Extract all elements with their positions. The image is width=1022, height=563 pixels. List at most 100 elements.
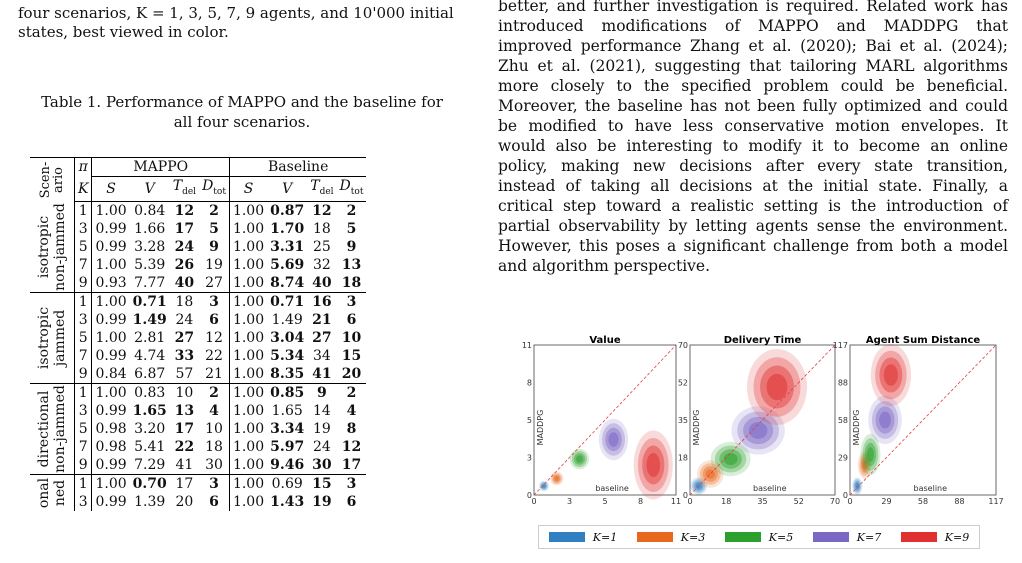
table-row: 9 0.99 7.29 41 30 1.00 9.46 30 17	[30, 455, 366, 475]
mappo-value: 0.99	[95, 402, 127, 419]
density-blob	[855, 483, 860, 489]
panel-frame	[849, 344, 997, 496]
mappo-value: 18	[205, 438, 223, 455]
x-tick-label: 88	[954, 497, 964, 506]
mappo-value: 0.83	[129, 382, 170, 402]
mappo-value: 17	[174, 220, 195, 237]
k-cell: 5	[74, 237, 93, 256]
mappo-value: 40	[174, 274, 195, 291]
baseline-value: 1.00	[228, 219, 268, 238]
x-tick-label: 0	[687, 497, 692, 506]
baseline-value: 32	[312, 256, 331, 273]
y-tick-label: 35	[678, 416, 688, 425]
y-tick-label: 3	[527, 454, 532, 463]
mappo-value: 27	[205, 274, 223, 291]
baseline-value: 1.00	[228, 473, 268, 493]
baseline-value: 1.00	[228, 201, 268, 220]
x-tick-label: 8	[638, 497, 643, 506]
mappo-value: 0.99	[95, 220, 127, 237]
density-blob	[554, 476, 559, 481]
baseline-value: 0.85	[267, 382, 308, 402]
scenario-header-label: Scen-ario	[38, 161, 66, 198]
mappo-value: 0.99	[95, 311, 127, 328]
y-tick-label: 70	[678, 341, 688, 350]
y-tick-label: 117	[833, 341, 848, 350]
scenario-label: isotropic jammed	[36, 306, 68, 369]
baseline-value: 1.70	[270, 220, 305, 237]
table-caption: Table 1. Performance of MAPPO and the ba…	[41, 93, 443, 131]
baseline-value: 24	[312, 438, 331, 455]
baseline-value: 12	[312, 202, 332, 219]
mappo-value: 24	[175, 311, 194, 328]
baseline-group-header: Baseline	[228, 157, 367, 177]
density-blob	[723, 453, 738, 465]
baseline-value: 1.43	[270, 493, 305, 510]
mappo-group-header: MAPPO	[91, 157, 230, 177]
k-cell: 9	[74, 455, 93, 475]
table-row: onal ned 1 1.00 0.70 17 3 1.00 0.69 15 3	[30, 473, 367, 511]
baseline-value: 17	[341, 456, 362, 473]
column-header: S	[228, 176, 268, 202]
mappo-value: 17	[169, 473, 200, 493]
mappo-value: 2.81	[134, 329, 166, 346]
baseline-value: 14	[312, 402, 331, 419]
k-cell: 1	[74, 291, 93, 311]
baseline-value: 41	[312, 365, 332, 382]
mappo-value: 22	[174, 438, 195, 455]
mappo-value: 0.98	[95, 438, 127, 455]
y-tick-label: 0	[683, 491, 688, 500]
performance-table: Scen-ario π MAPPO Baseline K S V Tdel Dtot S V Tdel…	[30, 157, 367, 511]
table-row: 5 0.98 3.20 17 10 1.00 3.34 19 8	[30, 419, 366, 438]
baseline-value: 2	[346, 202, 357, 219]
baseline-value: 1.00	[228, 237, 268, 256]
density-blob	[576, 455, 583, 463]
y-axis-label: MADDPG	[692, 410, 701, 446]
x-axis-label: baseline	[753, 484, 787, 493]
baseline-value: 1.65	[271, 402, 303, 419]
mappo-value: 0.98	[95, 420, 127, 437]
baseline-value: 13	[341, 256, 362, 273]
baseline-value: 1.00	[228, 401, 268, 420]
baseline-value: 5	[346, 220, 357, 237]
k-cell: 9	[74, 273, 93, 293]
mappo-value: 10	[205, 420, 223, 437]
baseline-value: 3.34	[270, 420, 305, 437]
column-header: Tdel	[169, 176, 200, 202]
mappo-value: 1.00	[95, 329, 127, 346]
legend-item: K=9	[900, 531, 969, 544]
k-cell: 3	[74, 219, 93, 238]
density-blob	[542, 484, 546, 488]
baseline-value: 6	[346, 493, 357, 510]
diagonal-line	[533, 344, 677, 496]
baseline-value: 0.71	[267, 291, 308, 311]
y-axis-label: MADDPG	[536, 410, 545, 446]
x-tick-label: 0	[847, 497, 852, 506]
k-cell: 9	[74, 364, 93, 384]
x-tick-label: 29	[881, 497, 891, 506]
mappo-value: 33	[174, 347, 195, 364]
mappo-value: 2	[209, 202, 219, 219]
mappo-value: 3.28	[134, 238, 166, 255]
mappo-value: 24	[174, 238, 195, 255]
baseline-value: 0.69	[267, 473, 308, 493]
baseline-value: 8	[346, 420, 357, 437]
scenario-label-cell: isotropic non-jammed	[30, 201, 75, 293]
baseline-value: 5.97	[270, 438, 305, 455]
mappo-value: 13	[174, 402, 195, 419]
baseline-value: 8.35	[270, 365, 305, 382]
density-blob	[705, 469, 715, 479]
legend-label: K=5	[768, 530, 794, 544]
mappo-value: 18	[169, 291, 200, 311]
mappo-value: 5.39	[134, 256, 166, 273]
baseline-value: 16	[307, 291, 337, 311]
baseline-value: 8.74	[270, 274, 305, 291]
x-tick-label: 5	[602, 497, 607, 506]
table-row: 9 0.84 6.87 57 21 1.00 8.35 41 20	[30, 364, 366, 384]
baseline-value: 18	[341, 274, 362, 291]
mappo-value: 0.99	[95, 238, 127, 255]
mappo-value: 26	[174, 256, 195, 273]
mappo-value: 6	[209, 311, 219, 328]
legend-swatch	[724, 532, 761, 542]
baseline-value: 9	[307, 382, 337, 402]
baseline-value: 19	[312, 493, 332, 510]
